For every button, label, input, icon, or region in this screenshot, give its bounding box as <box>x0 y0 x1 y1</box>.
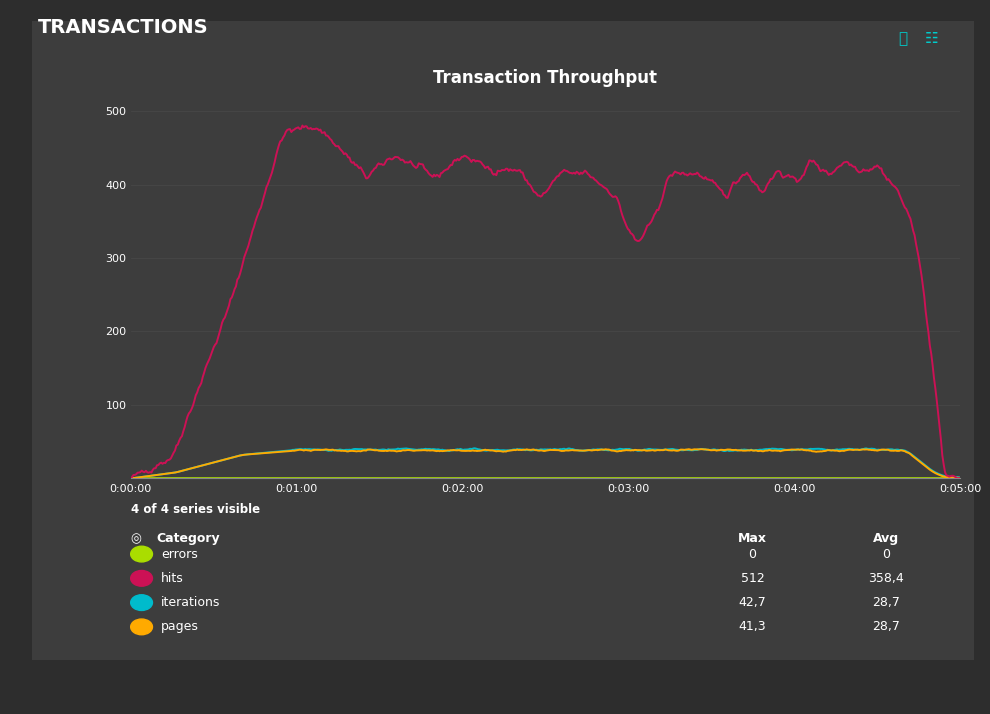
Text: 28,7: 28,7 <box>872 620 900 633</box>
Text: 0: 0 <box>882 548 890 560</box>
Text: ⧉: ⧉ <box>898 31 907 46</box>
Text: Category: Category <box>156 532 220 545</box>
Text: Avg: Avg <box>873 532 899 545</box>
Text: TRANSACTIONS: TRANSACTIONS <box>38 18 208 37</box>
Text: errors: errors <box>161 548 198 560</box>
Text: pages: pages <box>161 620 199 633</box>
Text: 42,7: 42,7 <box>739 596 766 609</box>
Text: 358,4: 358,4 <box>868 572 904 585</box>
Title: Transaction Throughput: Transaction Throughput <box>434 69 657 86</box>
Text: iterations: iterations <box>161 596 221 609</box>
Text: hits: hits <box>161 572 184 585</box>
Text: ◎: ◎ <box>131 532 142 545</box>
Text: 4 of 4 series visible: 4 of 4 series visible <box>131 503 259 516</box>
Text: Max: Max <box>738 532 767 545</box>
Text: 512: 512 <box>741 572 764 585</box>
Text: ☷: ☷ <box>925 31 939 46</box>
Text: 28,7: 28,7 <box>872 596 900 609</box>
Text: 41,3: 41,3 <box>739 620 766 633</box>
Text: 0: 0 <box>748 548 756 560</box>
